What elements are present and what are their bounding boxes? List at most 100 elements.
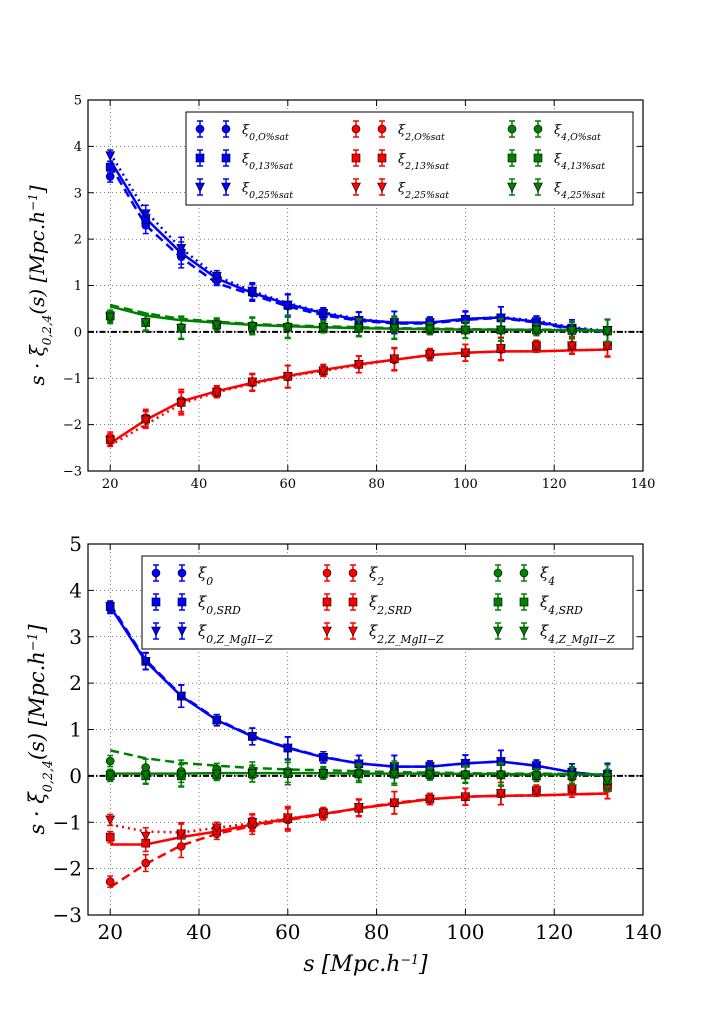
legend-marker	[507, 153, 517, 163]
legend-entry-4-13-sat: ξ4,13%sat	[507, 149, 605, 172]
data-point	[282, 743, 293, 754]
x-tick-label: 80	[364, 920, 389, 944]
y-tick-label: −3	[53, 903, 82, 927]
y-tick-label: 2	[69, 671, 82, 695]
data-point	[318, 366, 329, 377]
x-tick-label: 120	[535, 920, 573, 944]
data-point	[353, 323, 364, 334]
legend-entry-4: ξ4	[493, 564, 555, 588]
legend-entry-0-25-sat: ξ0,25%sat	[195, 178, 293, 201]
y-tick-label: −1	[63, 372, 82, 387]
data-point	[424, 770, 435, 780]
series-4-25-sat	[105, 310, 613, 343]
y-tick-label: −1	[53, 810, 82, 834]
legend-marker	[322, 597, 332, 607]
legend-label: ξ4,25%sat	[554, 181, 605, 201]
data-point	[567, 326, 577, 336]
data-point	[105, 756, 115, 766]
legend-marker	[377, 124, 387, 134]
data-point	[531, 317, 542, 328]
data-point	[247, 286, 258, 297]
legend-entry-2-25-sat: ξ2,25%sat	[351, 178, 449, 201]
data-point	[105, 815, 116, 826]
legend-marker	[377, 182, 387, 193]
legend-entry-4-O-sat: ξ4,O%sat	[507, 120, 601, 143]
x-tick-label: 140	[624, 920, 662, 944]
y-tick-label: 2	[74, 233, 82, 248]
x-tick-label: 100	[446, 920, 484, 944]
legend-marker	[507, 124, 517, 134]
x-tick-label: 40	[186, 920, 211, 944]
legend-marker	[221, 124, 231, 134]
legend-box	[185, 111, 634, 206]
data-point	[105, 770, 116, 781]
data-point	[531, 761, 542, 772]
x-tick-label: 80	[368, 477, 385, 492]
legend-marker	[195, 182, 205, 193]
data-point	[318, 309, 329, 319]
data-point	[105, 436, 116, 447]
data-point	[531, 325, 542, 336]
legend-marker	[221, 153, 231, 163]
y-tick-label: 5	[69, 532, 82, 556]
data-point	[282, 322, 293, 333]
legend-entry-0-SRD: ξ0,SRD	[151, 593, 241, 617]
data-point	[460, 770, 471, 781]
model-curve-7	[109, 749, 608, 776]
series-2-25-sat	[105, 333, 613, 448]
data-point	[247, 732, 258, 742]
data-point	[496, 770, 506, 781]
data-point	[176, 691, 187, 702]
data-point	[460, 759, 471, 769]
legend-marker	[493, 568, 503, 578]
x-tick-label: 60	[275, 920, 300, 944]
legend-label: ξ4,Z_MgII−Z	[540, 622, 615, 646]
x-tick-label: 100	[453, 477, 478, 492]
legend-entry-2-O-sat: ξ2,O%sat	[351, 120, 445, 143]
legend-marker	[351, 182, 361, 193]
data-point	[140, 657, 151, 667]
data-point	[531, 341, 542, 352]
data-point	[140, 831, 151, 842]
data-point	[105, 162, 115, 172]
chart-panel-1: 20 40 60 80 100 120 140 −3 −2 −1 0 1 2 3 4 5 s · ξ0,2,4(…	[25, 94, 655, 492]
legend-marker	[221, 182, 231, 193]
data-point	[318, 322, 329, 333]
data-point	[105, 151, 116, 162]
series-4-Z-MgII-Z	[105, 761, 613, 793]
legend-marker	[322, 626, 332, 637]
data-point	[247, 817, 258, 828]
chart-panel-2: 20 40 60 80 100 120 140 −3 −2 −1 0 1 2 3 4 5 s · ξ0,2,4(…	[25, 532, 663, 977]
data-point	[140, 415, 151, 426]
legend-marker	[195, 153, 205, 163]
y-tick-label: 1	[74, 279, 82, 294]
legend-marker	[533, 124, 543, 134]
data-point	[602, 776, 613, 786]
y-tick-label: 0	[69, 764, 82, 788]
model-curve-7	[109, 303, 608, 332]
data-point	[105, 172, 115, 181]
legend-entry-0: ξ0	[151, 564, 213, 588]
legend-marker	[151, 568, 161, 578]
y-tick-label: 4	[74, 140, 82, 155]
data-point	[531, 786, 542, 797]
data-point	[496, 757, 506, 767]
legend-label: ξ2,25%sat	[398, 181, 449, 201]
legend-label: ξ0,O%sat	[242, 123, 289, 143]
data-point	[460, 325, 471, 336]
y-axis-label: s · ξ0,2,4(s) [Mpc.h−1]	[25, 624, 55, 835]
legend-marker	[533, 153, 543, 163]
legend-marker	[151, 597, 161, 607]
data-point	[247, 769, 258, 780]
y-tick-label: 3	[74, 186, 82, 201]
legend-marker	[177, 626, 187, 637]
legend-label: ξ4,O%sat	[554, 123, 601, 143]
legend-label: ξ0,Z_MgII−Z	[198, 622, 273, 646]
y-tick-label: 3	[69, 625, 82, 649]
legend-entry-2-Z-MgII-Z: ξ2,Z_MgII−Z	[322, 622, 444, 646]
data-point	[496, 325, 506, 336]
data-point	[460, 315, 471, 325]
x-tick-label: 120	[542, 477, 567, 492]
legend-label: ξ4,13%sat	[554, 152, 605, 172]
x-tick-label: 60	[280, 477, 297, 492]
